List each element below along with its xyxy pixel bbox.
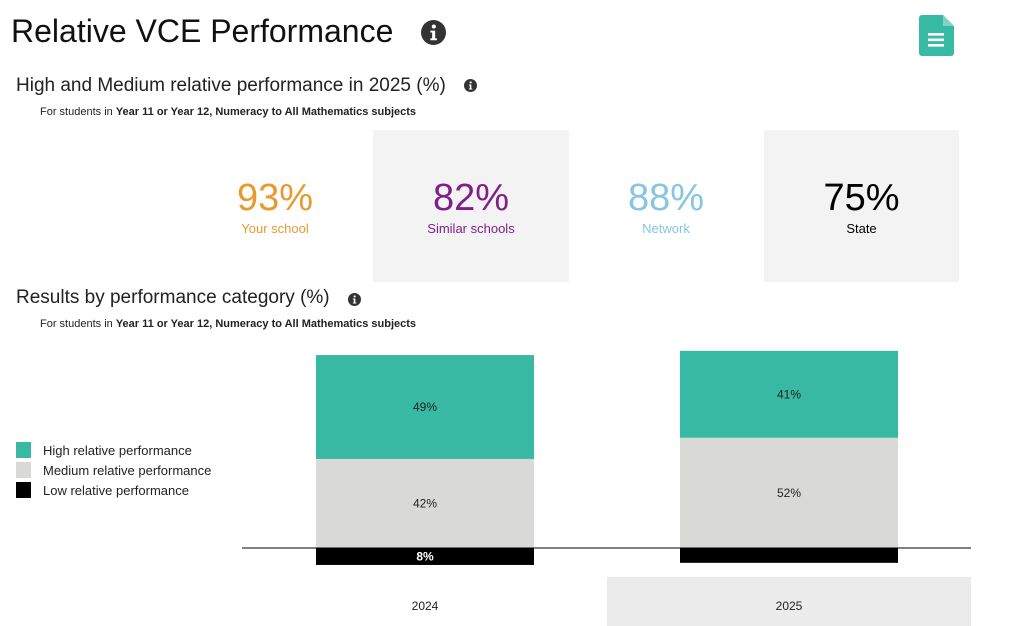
results-title: Results by performance category (%) [16,287,330,308]
category-highlight [607,577,971,626]
bar-segment [680,548,898,563]
card-value: 93% [236,177,314,219]
legend-label: Medium relative performance [43,463,212,478]
info-icon[interactable] [464,79,477,92]
card-label: Your school [241,221,309,236]
data-label: 41% [777,387,801,401]
card-label: State [846,221,877,236]
state-card: 75% State [764,130,959,282]
bar-segment [680,437,898,548]
card-label: Network [642,221,690,236]
x-tick-label: 2025 [776,599,803,613]
info-icon[interactable] [421,20,446,45]
bar-segment [680,350,898,438]
legend-swatch [16,442,31,458]
document-icon[interactable] [919,15,954,56]
card-value: 88% [627,177,705,219]
card-value: 75% [823,177,900,219]
data-label: 49% [413,400,437,414]
data-label: 42% [413,496,437,510]
summary-title: High and Medium relative performance in … [16,75,446,96]
data-label: 8% [416,549,434,563]
bar-segment [316,458,534,548]
data-label: 52% [777,486,801,500]
legend-swatch [16,482,31,498]
card-value: 82% [432,177,510,219]
legend-label: Low relative performance [43,483,189,498]
info-icon[interactable] [348,293,361,306]
legend-swatch [16,462,31,478]
page-title: Relative VCE Performance [11,13,394,49]
network-card: 88% Network [568,130,764,282]
bar-segment [316,548,534,565]
x-tick-label: 2024 [412,599,439,613]
similar-schools-card: 82% Similar schools [373,130,569,282]
card-label: Similar schools [427,221,515,236]
legend-label: High relative performance [43,443,192,458]
your-school-card: 93% Your school [177,130,373,282]
summary-subtitle: For students in Year 11 or Year 12, Nume… [40,106,417,118]
results-subtitle: For students in Year 11 or Year 12, Nume… [40,318,417,330]
bar-segment [316,355,534,459]
